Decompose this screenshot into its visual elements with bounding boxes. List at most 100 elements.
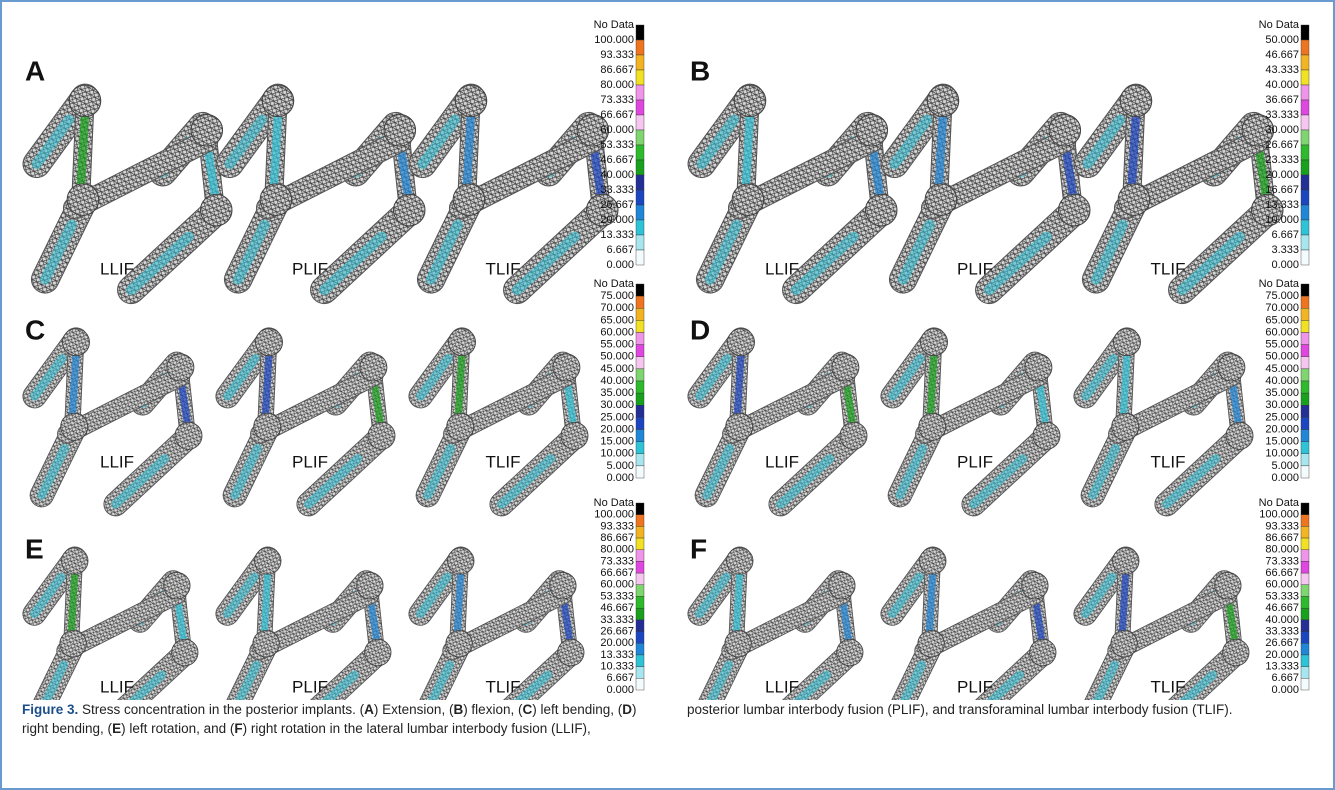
legend-label: 93.333 (1265, 520, 1299, 532)
stress-overlay (76, 113, 90, 188)
stress-overlay (269, 113, 283, 188)
stress-overlay (1092, 660, 1120, 700)
legend-label: No Data (594, 19, 635, 31)
caption-label: Figure 3. (22, 702, 79, 717)
legend-swatch (635, 429, 645, 442)
group-label: PLIF (957, 259, 993, 278)
legend-swatch (1300, 392, 1310, 406)
screw-head (59, 630, 87, 658)
stress-overlay (702, 443, 735, 500)
legend-swatch (1300, 368, 1310, 382)
stress-overlay (111, 454, 170, 509)
caption: Figure 3. Stress concentration in the po… (22, 700, 1312, 784)
screw-head (855, 114, 889, 147)
stress-overlay (497, 454, 556, 509)
legend-swatch (1300, 69, 1310, 86)
panel-letter: B (690, 55, 710, 86)
legend-swatch (635, 537, 645, 550)
stress-overlay (37, 443, 70, 500)
legend-swatch (1300, 189, 1310, 206)
legend-swatch (1300, 561, 1310, 574)
legend-swatch (635, 607, 645, 621)
legend-label: 26.667 (600, 625, 634, 637)
legend-label: 6.667 (606, 672, 634, 684)
legend-label: 53.333 (1265, 590, 1299, 602)
legend-label: 93.333 (600, 49, 634, 61)
legend-label: 70.000 (1265, 302, 1299, 314)
group-label: TLIF (1151, 677, 1186, 696)
legend-swatch (1300, 619, 1310, 632)
legend-label: 5.000 (606, 460, 634, 472)
implant-model (408, 546, 585, 700)
panel-letter: F (690, 533, 707, 564)
caption-text: ) right rotation in the lateral lumbar i… (242, 702, 1233, 736)
stress-overlay (41, 660, 69, 700)
legend-label: 0.000 (606, 684, 634, 696)
group-label: PLIF (292, 677, 328, 696)
legend-swatch (635, 320, 645, 333)
screw-head (356, 572, 384, 600)
caption-text: A (364, 702, 374, 717)
stress-overlay (1127, 113, 1141, 188)
caption-text: ) flexion, ( (463, 702, 523, 717)
group-label: PLIF (957, 452, 993, 471)
screw-head (66, 183, 100, 216)
legend-swatch (1300, 204, 1310, 221)
legend-swatch (635, 526, 645, 539)
legend-swatch (1300, 54, 1310, 71)
screw-head (1029, 638, 1057, 667)
legend-swatch (1300, 441, 1310, 454)
screw-head (919, 547, 947, 575)
legend-swatch (1300, 596, 1310, 609)
legend-label: 40.000 (600, 375, 634, 387)
legend-swatch (1300, 643, 1310, 656)
stress-overlay (895, 443, 928, 500)
legend-swatch (1300, 678, 1310, 691)
legend-swatch (635, 514, 645, 527)
screw-head (261, 84, 295, 118)
screw-head (557, 638, 585, 667)
stress-overlay (776, 454, 835, 509)
screw-head (1241, 114, 1275, 147)
legend-label: 23.333 (1265, 154, 1299, 166)
stress-overlay (889, 114, 933, 170)
screw-head (254, 547, 282, 575)
caption-text: D (622, 702, 633, 717)
screw-head (190, 114, 224, 147)
legend-label: 10.000 (1265, 214, 1299, 226)
stress-overlay (695, 353, 732, 401)
legend-label: 50.000 (1265, 34, 1299, 46)
caption-text: E (112, 721, 122, 736)
stress-overlay (926, 352, 938, 417)
legend-swatch (1300, 537, 1310, 550)
legend-swatch (1300, 356, 1310, 370)
legend-label: 86.667 (600, 64, 634, 76)
stress-overlay (733, 352, 745, 417)
stress-overlay (986, 670, 1025, 700)
legend-label: 55.000 (1265, 339, 1299, 351)
legend-label: 46.667 (600, 602, 634, 614)
legend-swatch (1300, 219, 1310, 236)
group-label: TLIF (486, 452, 521, 471)
stress-overlay (694, 572, 731, 619)
legend-label: 66.667 (600, 109, 634, 121)
legend-swatch (635, 249, 645, 266)
group-label: PLIF (957, 677, 993, 696)
screw-head (1024, 353, 1053, 382)
stress-overlay (234, 660, 262, 700)
legend-swatch (1300, 417, 1310, 430)
legend-label: No Data (1259, 19, 1300, 31)
stress-overlay (232, 219, 270, 285)
legend-swatch (635, 405, 645, 418)
screw-head (392, 193, 426, 227)
legend-label: 10.333 (600, 661, 634, 673)
legend-label: 13.333 (600, 649, 634, 661)
legend-swatch (635, 99, 645, 116)
panel: A LLIF PLIF TLIF No Data 100.000 93.333 86.667 8… (22, 19, 645, 305)
legend-label: No Data (594, 278, 635, 290)
screw-head (828, 572, 856, 600)
legend-swatch (635, 561, 645, 574)
legend-label: 15.000 (1265, 436, 1299, 448)
screw-head (255, 328, 283, 357)
